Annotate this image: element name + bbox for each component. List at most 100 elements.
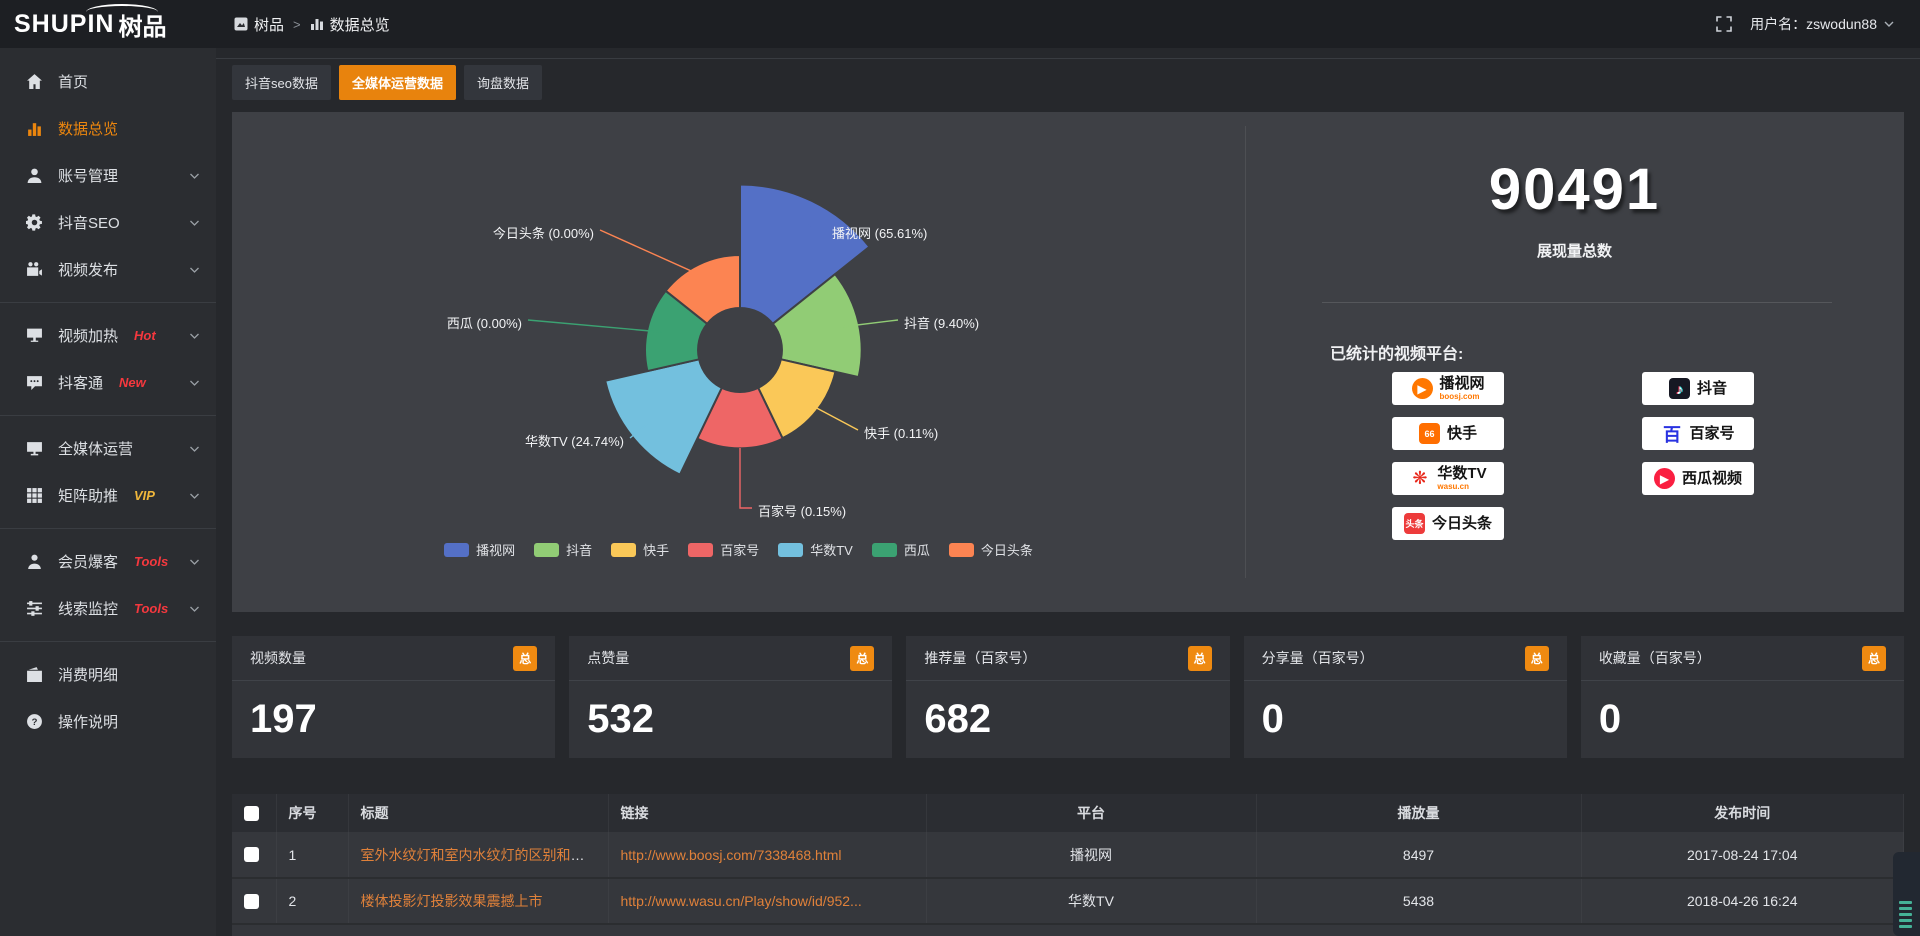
legend-item-百家号[interactable]: 百家号 bbox=[688, 540, 759, 559]
sidebar-item-tag: Tools bbox=[134, 601, 169, 616]
platform-badge-今日头条: 头条 今日头条 bbox=[1392, 507, 1505, 540]
platform-name: 抖音 bbox=[1697, 380, 1728, 397]
total-badge: 总 bbox=[850, 645, 875, 671]
app-logo[interactable]: SHUPIN 树品 bbox=[0, 0, 216, 48]
sidebar-item-数据总览[interactable]: 数据总览 bbox=[0, 105, 216, 152]
bar-chart-icon bbox=[26, 120, 43, 137]
label-line-华数TV bbox=[629, 422, 649, 439]
total-badge: 总 bbox=[1862, 645, 1887, 671]
tab-询盘数据[interactable]: 询盘数据 bbox=[463, 65, 542, 100]
svg-text:?: ? bbox=[32, 717, 38, 728]
platform-share-rose-chart: 播视网 (65.61%) 抖音 (9.40%) 快手 (0.11%) 百家号 (0.1… bbox=[447, 183, 979, 519]
wasu-icon: ❋ bbox=[1412, 468, 1428, 488]
sidebar-divider bbox=[0, 641, 216, 642]
platform-badge-西瓜视频: ▶ 西瓜视频 bbox=[1642, 462, 1755, 495]
pie-slice-今日头条[interactable] bbox=[664, 253, 741, 326]
user-menu[interactable]: 用户名：zswodun88 bbox=[1750, 14, 1894, 34]
pie-slice-播视网[interactable] bbox=[739, 183, 871, 326]
platform-badge-百家号: 百百家号 bbox=[1642, 417, 1755, 450]
pie-label-快手: 快手 (0.11%) bbox=[864, 426, 938, 441]
select-all-checkbox[interactable] bbox=[244, 805, 259, 821]
wallet-icon bbox=[26, 666, 43, 683]
video-title-link[interactable]: 楼体投影灯投影效果震撼上市 bbox=[360, 893, 543, 909]
sidebar-item-全媒体运营[interactable]: 全媒体运营 bbox=[0, 425, 216, 472]
sidebar-item-账号管理[interactable]: 账号管理 bbox=[0, 152, 216, 199]
sidebar-item-label: 会员爆客 bbox=[58, 554, 119, 571]
platform-subtext: boosj.com bbox=[1439, 392, 1480, 401]
sidebar-item-消费明细[interactable]: 消费明细 bbox=[0, 651, 216, 698]
row-checkbox[interactable] bbox=[244, 847, 259, 862]
label-line-播视网 bbox=[800, 222, 827, 231]
row-checkbox[interactable] bbox=[244, 893, 259, 909]
chevron-down-icon bbox=[189, 261, 200, 278]
legend-swatch bbox=[871, 542, 897, 557]
video-title-link[interactable]: 室外水纹灯和室内水纹灯的区别和简介 bbox=[360, 846, 599, 863]
stat-card-title: 分享量（百家号） bbox=[1261, 650, 1374, 666]
fullscreen-icon[interactable] bbox=[1716, 16, 1732, 32]
platform-subtext: wasu.cn bbox=[1437, 482, 1469, 491]
chevron-down-icon bbox=[189, 327, 200, 344]
sidebar-item-label: 首页 bbox=[58, 74, 89, 91]
column-header-平台: 平台 bbox=[926, 794, 1257, 832]
cell-no: 1 bbox=[276, 832, 349, 878]
stat-card-value: 197 bbox=[250, 697, 317, 741]
sidebar-item-抖客通[interactable]: 抖客通 New bbox=[0, 359, 216, 406]
logo-arc-decoration bbox=[86, 4, 158, 20]
floating-service-widget[interactable] bbox=[1893, 852, 1920, 936]
sidebar-item-矩阵助推[interactable]: 矩阵助推 VIP bbox=[0, 472, 216, 519]
sidebar-divider bbox=[0, 528, 216, 529]
video-url-link[interactable]: http://www.wasu.cn/Play/show/id/952... bbox=[620, 893, 862, 909]
breadcrumb-root[interactable]: 树品 bbox=[234, 14, 284, 35]
legend-item-快手[interactable]: 快手 bbox=[611, 540, 669, 559]
total-badge: 总 bbox=[513, 645, 538, 671]
cell-plays: 8497 bbox=[1256, 832, 1582, 878]
legend-label: 快手 bbox=[643, 543, 670, 558]
sidebar-item-视频发布[interactable]: 视频发布 bbox=[0, 246, 216, 293]
legend-item-今日头条[interactable]: 今日头条 bbox=[948, 540, 1033, 559]
legend-swatch bbox=[611, 542, 637, 557]
sidebar-item-label: 账号管理 bbox=[58, 168, 119, 185]
tab-全媒体运营数据[interactable]: 全媒体运营数据 bbox=[338, 65, 456, 100]
baijiahao-icon: 百 bbox=[1663, 424, 1681, 445]
sidebar-item-抖音SEO[interactable]: 抖音SEO bbox=[0, 199, 216, 246]
boosj-icon: ▶ bbox=[1411, 378, 1433, 399]
legend-label: 华数TV bbox=[810, 543, 853, 558]
kuaishou-icon: 66 bbox=[1419, 423, 1440, 444]
sidebar-item-label: 数据总览 bbox=[58, 121, 119, 138]
legend-swatch bbox=[778, 542, 804, 557]
sliders-icon bbox=[26, 600, 43, 617]
stat-card-点赞量: 点赞量 总 532 bbox=[569, 636, 893, 758]
sidebar-item-首页[interactable]: 首页 bbox=[0, 58, 216, 105]
pie-label-抖音: 抖音 (9.40%) bbox=[904, 316, 979, 331]
impressions-total-label: 展现量总数 bbox=[1536, 243, 1612, 260]
stat-card-value: 0 bbox=[1261, 697, 1284, 741]
sidebar-item-会员爆客[interactable]: 会员爆客 Tools bbox=[0, 538, 216, 585]
tab-抖音seo数据[interactable]: 抖音seo数据 bbox=[232, 65, 331, 100]
legend-item-华数TV[interactable]: 华数TV bbox=[778, 540, 853, 559]
pie-slice-华数TV[interactable] bbox=[604, 358, 724, 476]
legend-label: 播视网 bbox=[476, 543, 516, 558]
sidebar-item-操作说明[interactable]: ? 操作说明 bbox=[0, 698, 216, 745]
breadcrumb-current[interactable]: 数据总览 bbox=[310, 14, 390, 35]
video-table: 序号 标题 链接 平台 播放量 发布时间 1 室外水纹灯和室内水纹灯的区别和简介 http://… bbox=[232, 794, 1904, 936]
sidebar-item-视频加热[interactable]: 视频加热 Hot bbox=[0, 312, 216, 359]
label-line-西瓜 bbox=[527, 319, 662, 333]
legend-item-西瓜[interactable]: 西瓜 bbox=[871, 540, 930, 559]
legend-item-播视网[interactable]: 播视网 bbox=[444, 540, 515, 559]
column-header-发布时间: 发布时间 bbox=[1581, 794, 1904, 832]
chevron-down-icon bbox=[189, 374, 200, 391]
sidebar-item-线索监控[interactable]: 线索监控 Tools bbox=[0, 585, 216, 632]
video-url-link[interactable]: http://www.boosj.com/7338468.html bbox=[620, 846, 842, 863]
pie-slice-抖音[interactable] bbox=[771, 272, 863, 379]
column-header-播放量: 播放量 bbox=[1256, 794, 1582, 832]
sidebar-item-label: 线索监控 bbox=[58, 601, 119, 618]
label-line-百家号 bbox=[739, 448, 752, 509]
column-header-标题: 标题 bbox=[348, 794, 609, 832]
legend-item-抖音[interactable]: 抖音 bbox=[534, 540, 592, 559]
panel-vertical-divider bbox=[1245, 126, 1246, 578]
platform-name: 快手 bbox=[1447, 425, 1478, 442]
table-row: 2 楼体投影灯投影效果震撼上市 http://www.wasu.cn/Play/sh… bbox=[232, 878, 1904, 924]
cell-time: 2018-04-26 16:24 bbox=[1581, 878, 1904, 924]
chevron-down-icon bbox=[189, 167, 200, 184]
summary-divider bbox=[1322, 302, 1832, 303]
